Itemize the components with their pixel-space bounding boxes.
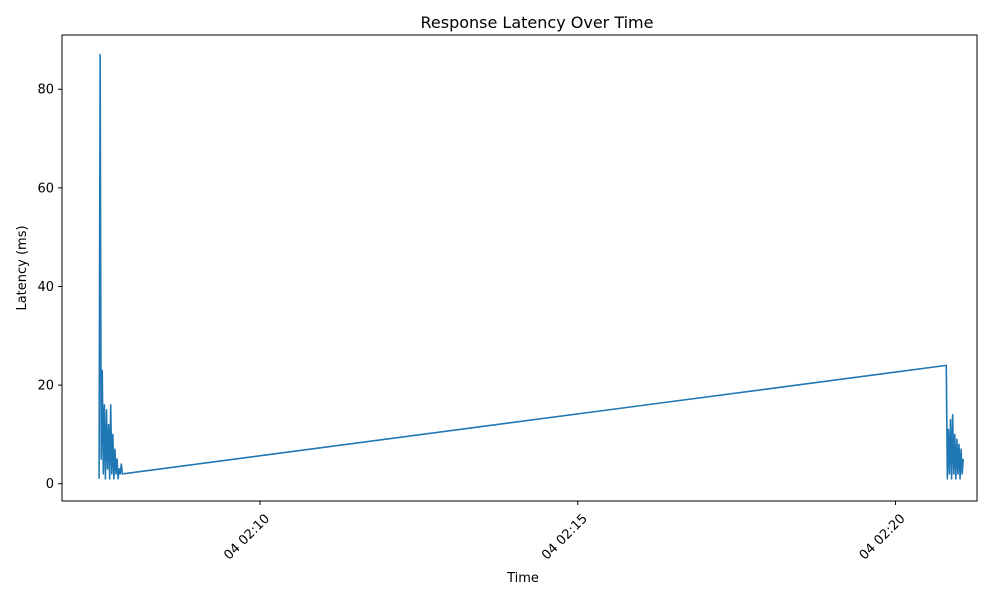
y-axis-label: Latency (ms) — [15, 225, 30, 310]
x-axis-label: Time — [506, 571, 539, 586]
latency-line — [98, 53, 965, 480]
y-tick-label: 20 — [37, 379, 54, 394]
plot-frame — [61, 34, 978, 502]
x-tick-label: 04 02:15 — [539, 511, 591, 563]
x-tick-label: 04 02:20 — [857, 511, 909, 563]
y-axis: 0 20 40 60 80 — [37, 83, 62, 492]
y-tick-label: 40 — [37, 280, 54, 295]
y-tick-label: 80 — [37, 83, 54, 98]
chart-title: Response Latency Over Time — [421, 13, 654, 32]
x-axis: 04 02:10 04 02:15 04 02:20 — [221, 501, 909, 563]
y-tick-label: 0 — [46, 477, 54, 492]
x-tick-label: 04 02:10 — [221, 511, 273, 563]
plot-area — [61, 34, 978, 502]
y-tick-label: 60 — [37, 181, 54, 196]
